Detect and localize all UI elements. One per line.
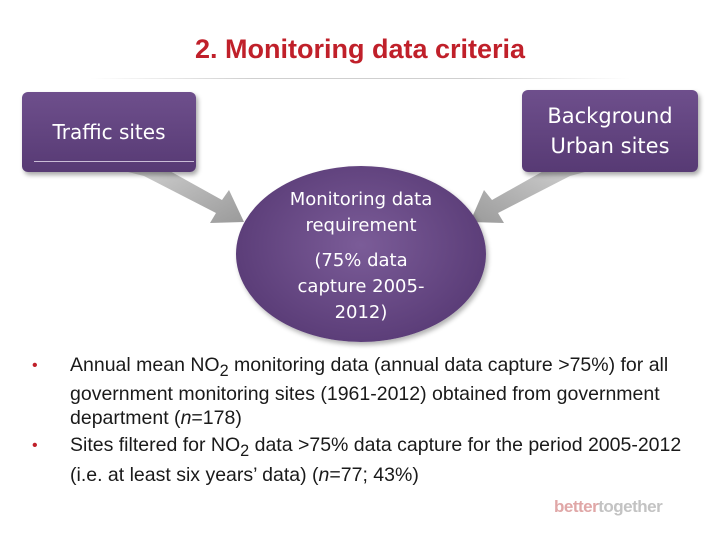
- bullet-item: • Sites filtered for NO2 data >75% data …: [32, 434, 682, 486]
- bullet-item: • Annual mean NO2 monitoring data (annua…: [32, 354, 669, 429]
- brand-logo: bettertogether: [554, 497, 663, 516]
- urban-sites-label: Urban sites: [550, 134, 670, 158]
- title-divider: [90, 78, 630, 79]
- bullet-icon: •: [32, 357, 38, 374]
- requirement-line-4: capture 2005-: [297, 276, 425, 297]
- requirement-line-1: Monitoring data: [289, 189, 433, 210]
- traffic-sites-label: Traffic sites: [52, 120, 166, 144]
- requirement-line-5: 2012): [334, 302, 388, 323]
- background-urban-sites-box: Background Urban sites: [522, 90, 698, 172]
- requirement-line-3: (75% data: [314, 250, 408, 271]
- left-arrow-icon: [128, 160, 244, 223]
- requirement-line-2: requirement: [305, 215, 417, 236]
- bullet-icon: •: [32, 437, 38, 455]
- traffic-box-divider: [34, 161, 194, 162]
- slide-title: 2. Monitoring data criteria: [194, 34, 526, 64]
- requirement-circle: [236, 166, 486, 342]
- background-label: Background: [547, 103, 673, 128]
- right-arrow-icon: [470, 160, 585, 223]
- traffic-sites-box: Traffic sites: [22, 92, 196, 172]
- bullet-list: • Annual mean NO2 monitoring data (annua…: [28, 354, 708, 491]
- requirement-text: Monitoring data requirement (75% data ca…: [256, 187, 466, 326]
